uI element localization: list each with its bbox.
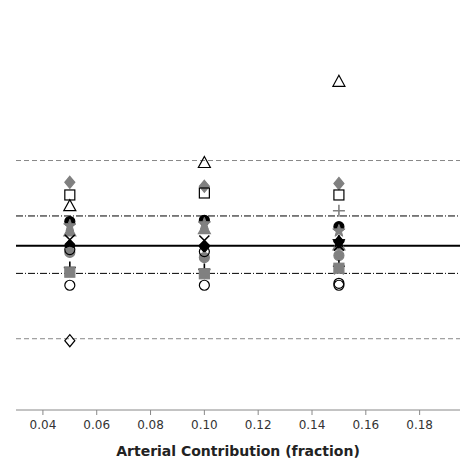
- reference-line: [16, 215, 460, 216]
- plot-area: [16, 75, 460, 346]
- point: [334, 190, 344, 200]
- x-axis-label: Arterial Contribution (fraction): [116, 443, 360, 459]
- point: [65, 176, 75, 188]
- point: [333, 75, 345, 86]
- tick-label: 0.08: [137, 418, 164, 432]
- series: [65, 245, 210, 257]
- series: [65, 247, 344, 262]
- point: [199, 188, 209, 198]
- point: [65, 245, 75, 255]
- point: [334, 278, 344, 288]
- reference-line: [16, 338, 460, 339]
- series: [65, 263, 344, 279]
- point: [65, 335, 75, 347]
- point: [199, 180, 209, 192]
- point: [65, 267, 75, 277]
- point: [334, 177, 344, 189]
- tick-label: 0.16: [352, 418, 379, 432]
- series: [64, 200, 76, 211]
- series: [334, 278, 344, 288]
- tick: [204, 410, 205, 415]
- tick-label: 0.14: [299, 418, 326, 432]
- series: [65, 188, 344, 200]
- point: [333, 235, 345, 247]
- point: [334, 251, 344, 261]
- series: [65, 176, 344, 192]
- reference-line: [16, 273, 460, 274]
- point: [198, 223, 210, 234]
- tick: [312, 410, 313, 415]
- series: [333, 235, 345, 247]
- point: [64, 200, 76, 211]
- tick-label: 0.12: [245, 418, 272, 432]
- point: [64, 225, 76, 236]
- tick-label: 0.04: [30, 418, 57, 432]
- point: [199, 269, 209, 279]
- chart: 0.04 0.06 0.08 0.10 0.12 0.14 0.16 0.18 Arterial…: [0, 0, 474, 474]
- series: [65, 335, 75, 347]
- series: [64, 217, 345, 236]
- point: [199, 247, 209, 257]
- tick: [365, 410, 366, 415]
- tick-label: 0.06: [83, 418, 110, 432]
- reference-line: [16, 245, 460, 247]
- series: [333, 205, 345, 217]
- reference-line: [16, 160, 460, 161]
- tick-label: 0.10: [191, 418, 218, 432]
- tick: [150, 410, 151, 415]
- point: [333, 260, 345, 272]
- axis-line: [16, 410, 460, 411]
- series: [65, 280, 344, 290]
- tick: [42, 410, 43, 415]
- series: [198, 157, 210, 168]
- tick: [419, 410, 420, 415]
- point: [199, 253, 209, 263]
- tick: [258, 410, 259, 415]
- series: [65, 236, 344, 253]
- tick-label: 0.18: [406, 418, 433, 432]
- point: [65, 280, 75, 290]
- point: [199, 280, 209, 290]
- point: [334, 263, 344, 273]
- series: [333, 75, 345, 86]
- tick: [96, 410, 97, 415]
- x-axis: 0.04 0.06 0.08 0.10 0.12 0.14 0.16 0.18: [16, 410, 460, 432]
- point: [333, 205, 345, 217]
- point: [198, 157, 210, 168]
